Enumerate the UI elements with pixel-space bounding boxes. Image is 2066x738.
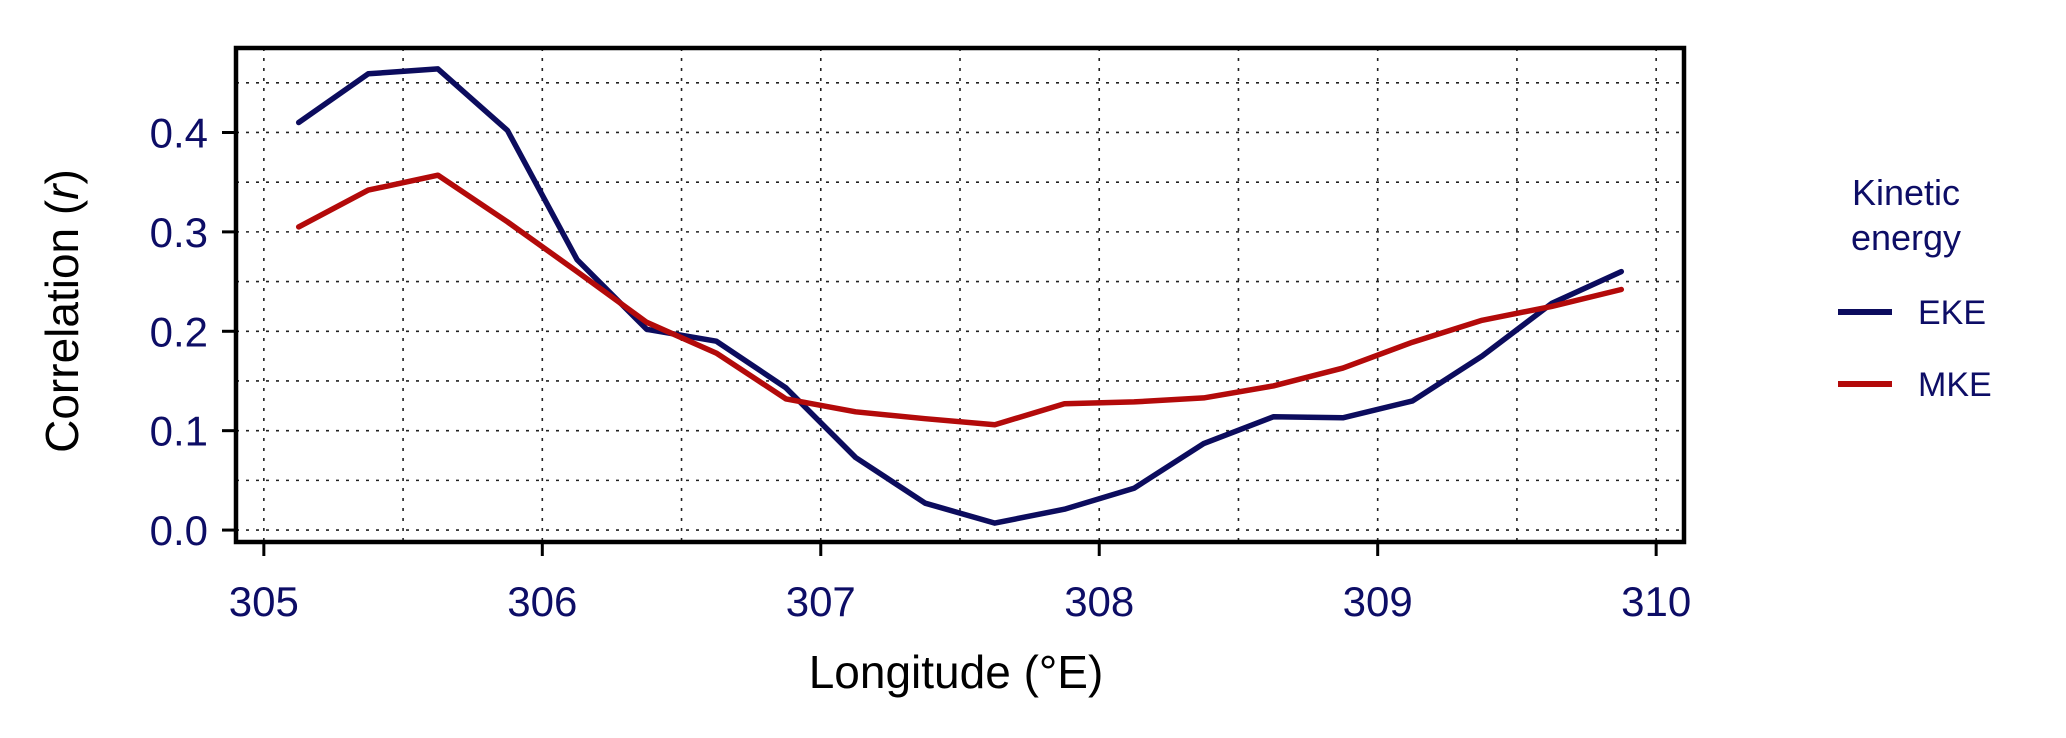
series-line-eke [295,66,1625,526]
series-line-mke [295,172,1625,428]
legend: Kinetic energy EKE MKE [1838,172,1992,404]
x-tick-label: 307 [786,578,856,625]
legend-label-eke: EKE [1918,294,1986,332]
y-tick-label: 0.4 [150,109,208,156]
x-tick-label: 309 [1343,578,1413,625]
y-tick-label: 0.2 [150,308,208,355]
x-tick-label: 308 [1064,578,1134,625]
labels-layer: 305 306 307 308 309 310 0.0 0.1 0.2 0.3 0.4 [150,109,1692,625]
y-tick-label: 0.0 [150,507,208,554]
x-tick-label: 310 [1621,578,1691,625]
y-axis-title-prefix: Correlation ( [36,199,88,453]
y-tick-label: 0.3 [150,209,208,256]
y-axis-title-variable: r [36,183,88,200]
x-axis-title: Longitude (°E) [809,646,1104,698]
legend-title-line-2: energy [1851,217,1961,258]
legend-entries: EKE MKE [1838,294,1992,404]
x-tick-label: 305 [229,578,299,625]
legend-label-mke: MKE [1918,366,1992,404]
y-axis-title: Correlation (r) [36,169,88,453]
x-tick-label: 306 [507,578,577,625]
grid-layer [236,48,1684,542]
ticks-layer [222,130,1658,556]
y-axis-title-suffix: ) [36,169,88,184]
series-layer [295,66,1625,526]
plot-frame [233,45,1687,545]
legend-title-line-1: Kinetic [1852,172,1960,213]
y-tick-label: 0.1 [150,408,208,455]
